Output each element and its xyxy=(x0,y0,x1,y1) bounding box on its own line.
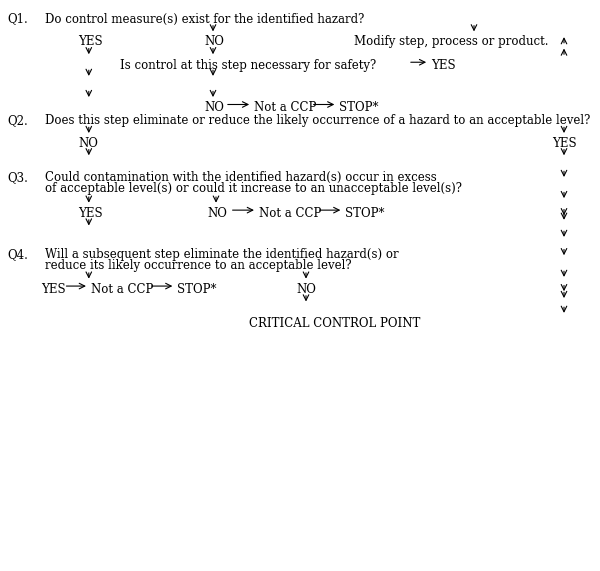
Text: YES: YES xyxy=(552,137,577,150)
Text: Q3.: Q3. xyxy=(7,171,28,184)
Text: STOP*: STOP* xyxy=(345,207,385,220)
Text: Could contamination with the identified hazard(s) occur in excess: Could contamination with the identified … xyxy=(45,171,437,184)
Text: reduce its likely occurrence to an acceptable level?: reduce its likely occurrence to an accep… xyxy=(45,259,352,272)
Text: NO: NO xyxy=(204,101,224,114)
Text: NO: NO xyxy=(78,137,98,150)
Text: Do control measure(s) exist for the identified hazard?: Do control measure(s) exist for the iden… xyxy=(45,13,364,26)
Text: NO: NO xyxy=(296,283,316,296)
Text: Q2.: Q2. xyxy=(7,114,28,127)
Text: Will a subsequent step eliminate the identified hazard(s) or: Will a subsequent step eliminate the ide… xyxy=(45,248,398,262)
Text: NO: NO xyxy=(204,35,224,49)
Text: of acceptable level(s) or could it increase to an unacceptable level(s)?: of acceptable level(s) or could it incre… xyxy=(45,182,462,195)
Text: YES: YES xyxy=(78,35,103,49)
Text: Not a CCP: Not a CCP xyxy=(254,101,316,114)
Text: YES: YES xyxy=(78,207,103,220)
Text: Modify step, process or product.: Modify step, process or product. xyxy=(354,35,548,49)
Text: Is control at this step necessary for safety?: Is control at this step necessary for sa… xyxy=(120,59,376,72)
Text: CRITICAL CONTROL POINT: CRITICAL CONTROL POINT xyxy=(249,317,421,330)
Text: STOP*: STOP* xyxy=(177,283,217,296)
Text: Does this step eliminate or reduce the likely occurrence of a hazard to an accep: Does this step eliminate or reduce the l… xyxy=(45,114,590,127)
Text: Not a CCP: Not a CCP xyxy=(259,207,321,220)
Text: Q4.: Q4. xyxy=(7,248,28,262)
Text: YES: YES xyxy=(41,283,65,296)
Text: Not a CCP: Not a CCP xyxy=(91,283,153,296)
Text: Q1.: Q1. xyxy=(7,13,28,26)
Text: NO: NO xyxy=(207,207,227,220)
Text: STOP*: STOP* xyxy=(339,101,379,114)
Text: YES: YES xyxy=(431,59,455,72)
